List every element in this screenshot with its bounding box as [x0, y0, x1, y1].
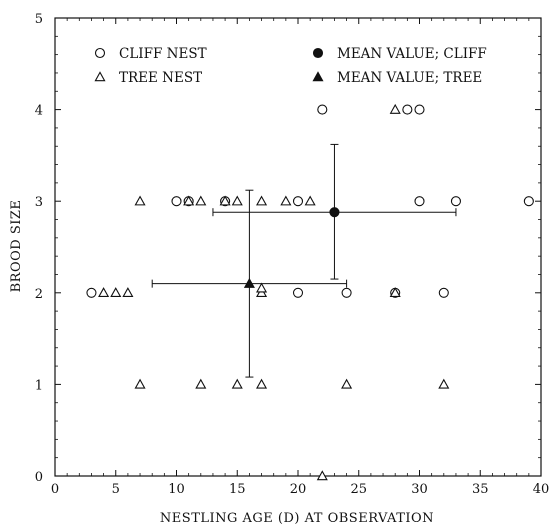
circle-point [414, 196, 425, 207]
triangle-point [316, 470, 328, 481]
circle-point [292, 287, 304, 298]
y-axis-label: BROOD SIZE [9, 200, 24, 293]
legend-marker [94, 71, 106, 82]
mean-circle-point [329, 207, 340, 218]
x-tick-label: 10 [168, 482, 185, 497]
circle-point [171, 196, 182, 207]
circle-point [292, 196, 304, 207]
legend-label: MEAN VALUE; TREE [337, 70, 482, 86]
circle-point [317, 104, 328, 115]
y-tick-label: 3 [35, 195, 43, 210]
legend-marker [312, 71, 324, 82]
triangle-point [134, 195, 146, 206]
circle-point [450, 196, 462, 207]
circle-point [86, 287, 97, 298]
x-tick-label: 30 [411, 482, 428, 497]
triangle-point [341, 378, 353, 389]
x-tick-label: 15 [229, 482, 246, 497]
circle-point [414, 104, 425, 115]
error-bars [151, 143, 457, 378]
triangle-point [304, 195, 316, 206]
x-tick-label: 35 [472, 482, 489, 497]
x-tick-label: 25 [350, 482, 367, 497]
y-tick-label: 0 [35, 470, 43, 485]
triangle-point [98, 287, 110, 298]
y-tick-label: 2 [35, 287, 43, 302]
triangle-point [389, 103, 401, 114]
y-tick-label: 4 [35, 104, 43, 119]
legend: CLIFF NEST TREE NEST MEAN VALUE; CLIFF MEAN… [94, 46, 487, 86]
triangle-point [110, 287, 122, 298]
legend-label: CLIFF NEST [119, 46, 207, 62]
legend-label: TREE NEST [119, 70, 202, 86]
triangle-point [438, 378, 450, 389]
triangle-point [231, 195, 243, 206]
circle-point [402, 104, 413, 115]
data-marks [86, 103, 534, 481]
mean-triangle-point [243, 277, 255, 288]
triangle-point [134, 378, 146, 389]
legend-label: MEAN VALUE; CLIFF [337, 46, 487, 62]
circle-point [438, 287, 449, 298]
circle-point [523, 196, 534, 207]
circle-point [341, 287, 352, 298]
y-tick-label: 1 [35, 378, 43, 393]
y-tick-label: 5 [35, 12, 43, 27]
legend-marker [94, 47, 106, 59]
triangle-point [122, 287, 134, 298]
triangle-point [256, 282, 268, 293]
triangle-point [219, 195, 231, 206]
triangle-point [195, 195, 207, 206]
x-tick-label: 40 [533, 482, 549, 497]
triangle-point [280, 195, 292, 206]
x-tick-label: 20 [290, 482, 307, 497]
triangle-point [256, 378, 268, 389]
x-tick-label: 5 [112, 482, 120, 497]
plot-frame [54, 17, 542, 477]
x-axis-label: NESTLING AGE (D) AT OBSERVATION [160, 511, 434, 526]
triangle-point [183, 195, 195, 206]
triangle-point [195, 378, 207, 389]
triangle-point [231, 378, 243, 389]
legend-marker [312, 47, 324, 59]
axes: 0 5 10 15 20 25 30 35 40 0 1 2 3 4 5 [35, 12, 549, 497]
triangle-point [256, 195, 268, 206]
triangle-point [389, 287, 401, 298]
x-tick-label: 0 [51, 482, 59, 497]
